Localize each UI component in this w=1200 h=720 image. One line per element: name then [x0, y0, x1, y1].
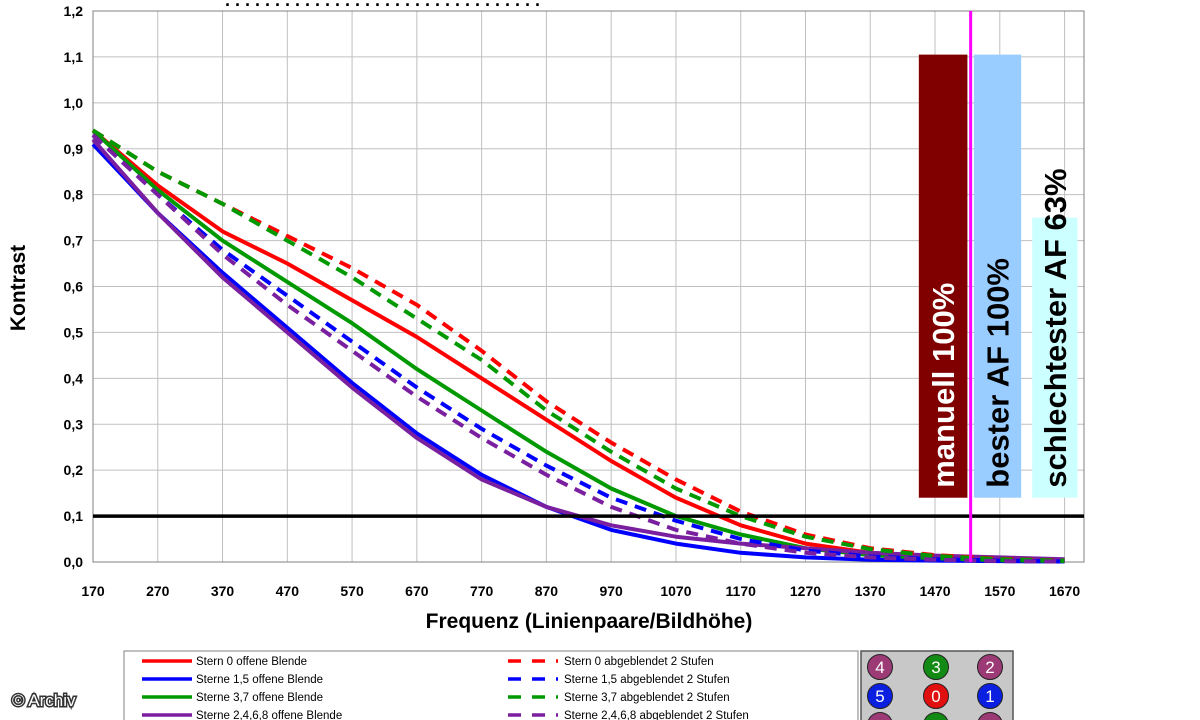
series-line: [91, 133, 1065, 564]
y-tick-label: 0,6: [64, 279, 84, 295]
x-tick-label: 1070: [660, 583, 691, 599]
y-tick-label: 0,2: [64, 462, 84, 478]
image-credit: © Archiv: [12, 691, 76, 710]
x-tick-label: 470: [276, 583, 300, 599]
x-axis-title: Frequenz (Linienpaare/Bildhöhe): [426, 610, 753, 633]
x-tick-label: 670: [405, 583, 429, 599]
y-tick-label: 0,1: [64, 508, 84, 524]
star-mark-number: 4: [875, 658, 884, 677]
annotation-bar-label: manuell 100%: [926, 283, 961, 488]
x-tick-label: 1270: [790, 583, 821, 599]
y-tick-label: 1,0: [64, 95, 84, 111]
series-line: [91, 142, 1065, 564]
x-tick-label: 1670: [1049, 583, 1080, 599]
x-tick-label: 970: [599, 583, 623, 599]
series-line: [91, 128, 1065, 564]
y-tick-labels: 0,0 0,1 0,2 0,3 0,4 0,5 0,6 0,7 0,8 0,9 1,0 1,1 1,2: [64, 3, 84, 570]
x-tick-label: 570: [340, 583, 364, 599]
plot-border: [92, 10, 1085, 563]
x-tick-label: 870: [535, 583, 559, 599]
plot-frame: [92, 10, 1085, 563]
x-tick-labels: 170 270 370 470 570 670 770 870 970 1070 1170 1270 1…: [81, 583, 1080, 599]
legend-label: Sterne 1,5 abgeblendet 2 Stufen: [564, 674, 730, 686]
y-tick-label: 0,5: [64, 324, 84, 340]
star-mark: [867, 683, 893, 709]
legend-items: Stern 0 offene Blende Sterne 1,5 offene B…: [142, 656, 749, 720]
star-mark: [924, 712, 948, 720]
legend-frame: [123, 650, 859, 720]
star-mark-number: 2: [985, 658, 994, 677]
star-mark: [923, 654, 949, 680]
x-tick-label: 170: [81, 583, 105, 599]
y-tick-label: 0,0: [64, 554, 84, 570]
star-mark-number: 0: [931, 687, 940, 706]
legend-label: Sterne 2,4,6,8 abgeblendet 2 Stufen: [564, 710, 749, 720]
svg-text:. . . . . . . . . . . . . . .: . . . . . . . . . . . . . . . . . . . . …: [225, 0, 540, 10]
legend: Stern 0 offene Blende Sterne 1,5 offene B…: [123, 650, 859, 720]
y-tick-label: 0,9: [64, 141, 84, 157]
annotation-bar: [1032, 217, 1078, 498]
y-tick-label: 0,4: [64, 370, 84, 386]
annotation-bar: [973, 54, 1022, 498]
y-tick-label: 0,3: [64, 416, 84, 432]
x-tick-label: 370: [211, 583, 235, 599]
chart-title-fragment: . . . . . . . . . . . . . . . . . . . . …: [225, 0, 540, 10]
star-mark: [978, 712, 1002, 720]
star-mark-number: 1: [985, 687, 994, 706]
star-mark: [923, 683, 949, 709]
legend-label: Stern 0 offene Blende: [196, 656, 307, 668]
star-mark: [977, 654, 1003, 680]
legend-label: Sterne 1,5 offene Blende: [196, 674, 323, 686]
x-tick-label: 770: [470, 583, 494, 599]
x-tick-label: 1370: [855, 583, 886, 599]
y-tick-label: 1,2: [64, 3, 84, 19]
x-tick-label: 270: [146, 583, 170, 599]
legend-label: Sterne 2,4,6,8 offene Blende: [196, 710, 342, 720]
star-mark: [868, 712, 892, 720]
y-tick-label: 0,8: [64, 187, 84, 203]
annotation-bar: [918, 54, 968, 498]
annotation-bar-label: schlechtester AF 63%: [1038, 168, 1073, 487]
legend-label: Sterne 3,7 offene Blende: [196, 692, 323, 704]
reference-lines: [93, 11, 1084, 562]
star-mark-number: 3: [931, 658, 940, 677]
star-mark: [867, 654, 893, 680]
y-tick-label: 0,7: [64, 233, 84, 249]
star-mark-number: 5: [875, 687, 884, 706]
star-key: 4 3 2 5 0 1: [860, 650, 1014, 720]
legend-label: Sterne 3,7 abgeblendet 2 Stufen: [564, 692, 730, 704]
annotation-bar-label: bester AF 100%: [981, 258, 1016, 488]
legend-label: Stern 0 abgeblendet 2 Stufen: [564, 656, 714, 668]
x-tick-label: 1470: [919, 583, 950, 599]
y-tick-label: 1,1: [64, 49, 84, 65]
x-tick-label: 1170: [726, 583, 757, 599]
star-mark: [977, 683, 1003, 709]
y-axis-title: Kontrast: [7, 245, 30, 331]
annotation-bars: manuell 100% bester AF 100% schlechtester …: [918, 54, 1078, 498]
star-marks: 4 3 2 5 0 1: [867, 654, 1003, 720]
x-tick-label: 1570: [984, 583, 1015, 599]
series-line: [91, 128, 1065, 563]
